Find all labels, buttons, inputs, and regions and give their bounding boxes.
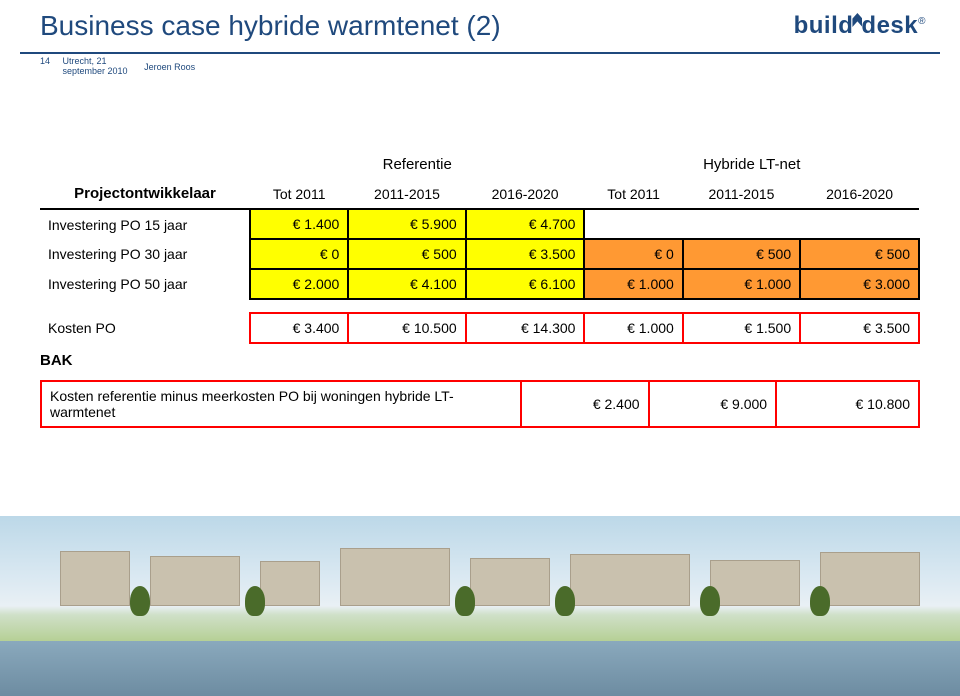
slide-meta: 14 Utrecht, 21 september 2010 Jeroen Roo… <box>40 56 195 78</box>
kosten-c0: € 3.400 <box>250 313 348 343</box>
kosten-c2: € 14.300 <box>466 313 585 343</box>
building-icon <box>260 561 320 606</box>
main-table: Referentie Hybride LT-net Projectontwikk… <box>40 150 920 344</box>
page-number: 14 <box>40 56 60 66</box>
cell: € 1.000 <box>683 269 800 299</box>
logo-part1: build <box>794 12 854 39</box>
building-icon <box>710 560 800 606</box>
bak-table: Kosten referentie minus meerkosten PO bi… <box>40 380 920 428</box>
bak-text: Kosten referentie minus meerkosten PO bi… <box>41 381 521 427</box>
building-icon <box>820 552 920 606</box>
cell: € 1.400 <box>250 209 348 239</box>
kosten-c4: € 1.500 <box>683 313 800 343</box>
col-h-5: 2016-2020 <box>800 179 919 209</box>
date-line2: september 2010 <box>63 66 128 76</box>
building-icon <box>60 551 130 606</box>
row-label: Investering PO 30 jaar <box>40 239 250 269</box>
table-row: Investering PO 50 jaar€ 2.000€ 4.100€ 6.… <box>40 269 919 299</box>
logo: build desk® <box>794 12 926 40</box>
kosten-c3: € 1.000 <box>584 313 682 343</box>
title-underline <box>20 52 940 54</box>
cell: € 6.100 <box>466 269 585 299</box>
building-icon <box>340 548 450 606</box>
col-h-4: 2011-2015 <box>683 179 800 209</box>
kosten-label: Kosten PO <box>40 313 250 343</box>
cell <box>800 209 919 239</box>
group-header-hybride: Hybride LT-net <box>584 150 919 179</box>
cell <box>683 209 800 239</box>
cell: € 3.000 <box>800 269 919 299</box>
tree-icon <box>130 586 150 616</box>
cell: € 5.900 <box>348 209 465 239</box>
col-h-3: Tot 2011 <box>584 179 682 209</box>
main-table-wrap: Referentie Hybride LT-net Projectontwikk… <box>40 150 920 344</box>
group-header-row: Referentie Hybride LT-net <box>40 150 919 179</box>
tree-icon <box>810 586 830 616</box>
water-icon <box>0 641 960 696</box>
table-row: Investering PO 15 jaar€ 1.400€ 5.900€ 4.… <box>40 209 919 239</box>
slide-author: Jeroen Roos <box>144 56 195 78</box>
cell: € 2.000 <box>250 269 348 299</box>
cell: € 4.700 <box>466 209 585 239</box>
tree-icon <box>245 586 265 616</box>
cell: € 0 <box>250 239 348 269</box>
cell: € 4.100 <box>348 269 465 299</box>
footer-illustration <box>0 516 960 696</box>
slide-date: Utrecht, 21 september 2010 <box>63 56 128 76</box>
building-icon <box>570 554 690 606</box>
kosten-c1: € 10.500 <box>348 313 465 343</box>
cell: € 500 <box>348 239 465 269</box>
bak-c1: € 9.000 <box>649 381 777 427</box>
logo-registered: ® <box>918 16 926 27</box>
bak-heading: BAK <box>40 352 73 369</box>
col-h-0: Tot 2011 <box>250 179 348 209</box>
cell: € 0 <box>584 239 682 269</box>
logo-part2: desk <box>861 12 918 39</box>
slide: Business case hybride warmtenet (2) 14 U… <box>0 0 960 696</box>
row-label: Investering PO 15 jaar <box>40 209 250 239</box>
cell <box>584 209 682 239</box>
table-row: Investering PO 30 jaar€ 0€ 500€ 3.500€ 0… <box>40 239 919 269</box>
bak-c2: € 10.800 <box>776 381 919 427</box>
cell: € 3.500 <box>466 239 585 269</box>
column-header-row: Projectontwikkelaar Tot 2011 2011-2015 2… <box>40 179 919 209</box>
kosten-c5: € 3.500 <box>800 313 919 343</box>
bak-c0: € 2.400 <box>521 381 649 427</box>
tree-icon <box>455 586 475 616</box>
col-h-2: 2016-2020 <box>466 179 585 209</box>
row-head-label: Projectontwikkelaar <box>40 179 250 209</box>
tree-icon <box>555 586 575 616</box>
group-header-referentie: Referentie <box>250 150 584 179</box>
cell: € 500 <box>683 239 800 269</box>
row-label: Investering PO 50 jaar <box>40 269 250 299</box>
building-icon <box>150 556 240 606</box>
kosten-row: Kosten PO € 3.400 € 10.500 € 14.300 € 1.… <box>40 313 919 343</box>
cell: € 1.000 <box>584 269 682 299</box>
date-line1: Utrecht, 21 <box>63 56 107 66</box>
col-h-1: 2011-2015 <box>348 179 465 209</box>
tree-icon <box>700 586 720 616</box>
building-icon <box>470 558 550 606</box>
cell: € 500 <box>800 239 919 269</box>
bak-row: Kosten referentie minus meerkosten PO bi… <box>41 381 919 427</box>
